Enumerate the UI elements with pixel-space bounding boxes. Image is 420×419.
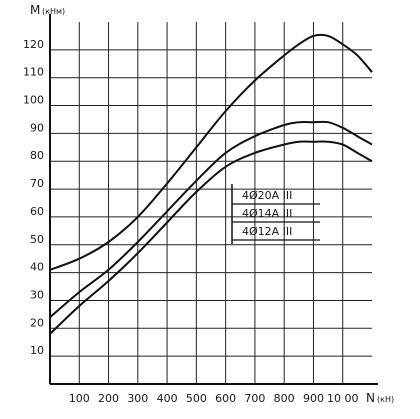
y-tick-label: 70 [30, 177, 44, 190]
y-tick-label: 80 [30, 149, 44, 162]
y-tick-label: 120 [23, 38, 44, 51]
legend: 4Ø20A III 4Ø14A III 4Ø12A III [231, 184, 320, 244]
x-axis-unit: (кН) [377, 395, 394, 404]
y-tick-label: 90 [30, 121, 44, 134]
y-tick-label: 50 [30, 233, 44, 246]
x-tick-label: 300 [127, 392, 148, 405]
x-tick-label: 800 [274, 392, 295, 405]
y-tick-label: 100 [23, 94, 44, 107]
y-tick-labels: 10 20 30 40 50 60 70 80 90 100 110 120 [23, 38, 44, 357]
y-axis-unit: (кНм) [42, 7, 65, 16]
x-tick-label: 200 [98, 392, 119, 405]
legend-label: 4Ø20A III [242, 189, 292, 202]
x-tick-label: 600 [215, 392, 236, 405]
series-lines [49, 33, 373, 335]
x-tick-label: 10 00 [327, 392, 359, 405]
legend-label: 4Ø12A III [242, 225, 292, 238]
x-tick-label: 100 [69, 392, 90, 405]
y-tick-label: 110 [23, 66, 44, 79]
series-line-3 [49, 140, 373, 335]
x-tick-label: 500 [186, 392, 207, 405]
x-axis-title: N [366, 391, 375, 405]
y-axis-title: M [30, 3, 40, 17]
x-tick-label: 900 [303, 392, 324, 405]
grid [50, 22, 372, 384]
axes [49, 14, 378, 385]
y-tick-label: 60 [30, 205, 44, 218]
y-tick-label: 30 [30, 288, 44, 301]
legend-label: 4Ø14A III [242, 207, 292, 220]
series-line-1 [49, 33, 373, 271]
x-tick-label: 700 [244, 392, 265, 405]
y-tick-label: 40 [30, 261, 44, 274]
x-tick-labels: 100 200 300 400 500 600 700 800 900 10 00 [69, 392, 359, 405]
y-tick-label: 10 [30, 344, 44, 357]
series-line-2 [49, 120, 373, 318]
x-tick-label: 400 [157, 392, 178, 405]
y-tick-label: 20 [30, 316, 44, 329]
